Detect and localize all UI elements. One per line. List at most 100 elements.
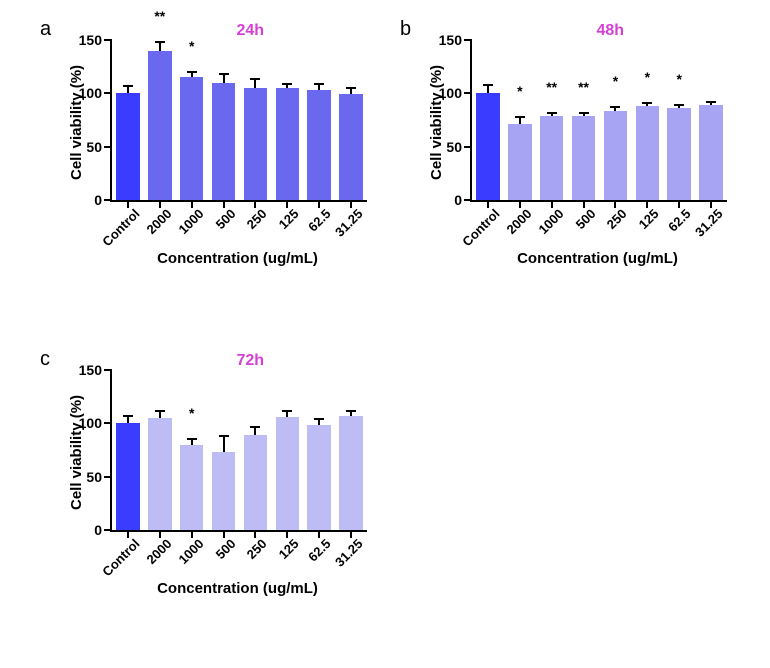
xtick-label: Control xyxy=(99,536,142,579)
bar-a-4 xyxy=(244,88,268,200)
ytick xyxy=(464,92,472,94)
ytick xyxy=(104,476,112,478)
xtick xyxy=(710,200,712,208)
bar-c-3 xyxy=(212,452,236,530)
xtick-label: 2000 xyxy=(143,206,174,237)
panel-label-c: c xyxy=(40,348,50,371)
xtick-label: 500 xyxy=(572,206,598,232)
xtick-label: 1000 xyxy=(175,206,206,237)
error-cap xyxy=(250,426,260,428)
xtick xyxy=(286,530,288,538)
xtick xyxy=(223,200,225,208)
xtick xyxy=(519,200,521,208)
bar-b-3 xyxy=(572,116,596,200)
y-axis-label: Cell viability (%) xyxy=(68,65,85,180)
xtick-label: 2000 xyxy=(143,536,174,567)
plot-area-b: 050100150Control*2000**1000**500*250*125… xyxy=(470,40,727,202)
ytick-label: 0 xyxy=(454,192,462,208)
error-cap xyxy=(282,83,292,85)
bar-a-3 xyxy=(212,83,236,200)
xtick-label: 250 xyxy=(244,536,270,562)
xtick-label: 125 xyxy=(636,206,662,232)
bar-b-1 xyxy=(508,124,532,200)
x-axis-label: Concentration (ug/mL) xyxy=(157,580,318,597)
xtick xyxy=(191,200,193,208)
xtick xyxy=(254,530,256,538)
bar-b-7 xyxy=(699,105,723,200)
ytick xyxy=(464,39,472,41)
bar-c-1 xyxy=(148,418,172,530)
xtick-label: 2000 xyxy=(503,206,534,237)
timepoint-c: 72h xyxy=(236,352,264,370)
error-cap xyxy=(282,410,292,412)
error-bar xyxy=(223,74,225,83)
bar-b-5 xyxy=(636,106,660,200)
xtick xyxy=(614,200,616,208)
error-cap xyxy=(155,410,165,412)
significance-marker: ** xyxy=(578,79,589,95)
xtick-label: 31.25 xyxy=(332,536,366,570)
xtick xyxy=(646,200,648,208)
xtick xyxy=(191,530,193,538)
xtick xyxy=(350,530,352,538)
ytick xyxy=(104,422,112,424)
xtick xyxy=(159,530,161,538)
xtick-label: 250 xyxy=(244,206,270,232)
error-cap xyxy=(642,102,652,104)
error-cap xyxy=(314,418,324,420)
xtick-label: 62.5 xyxy=(665,206,694,235)
bar-b-0 xyxy=(476,93,500,200)
ytick xyxy=(464,146,472,148)
xtick xyxy=(350,200,352,208)
xtick xyxy=(286,200,288,208)
xtick xyxy=(678,200,680,208)
error-cap xyxy=(483,84,493,86)
xtick-label: Control xyxy=(459,206,502,249)
bar-c-7 xyxy=(339,416,363,530)
xtick-label: 62.5 xyxy=(305,206,334,235)
error-cap xyxy=(674,104,684,106)
xtick xyxy=(583,200,585,208)
panel-a: a 24h050100150Control**2000*1000500250125… xyxy=(40,10,390,280)
panel-label-b: b xyxy=(400,18,411,41)
bar-a-7 xyxy=(339,94,363,200)
error-bar xyxy=(519,117,521,124)
error-cap xyxy=(706,101,716,103)
xtick-label: 1000 xyxy=(535,206,566,237)
ytick-label: 50 xyxy=(446,139,462,155)
bar-b-6 xyxy=(667,108,691,200)
xtick xyxy=(127,200,129,208)
xtick xyxy=(159,200,161,208)
error-cap xyxy=(579,112,589,114)
bar-a-5 xyxy=(276,88,300,200)
y-axis-label: Cell viability (%) xyxy=(428,65,445,180)
xtick-label: 250 xyxy=(604,206,630,232)
xtick-label: 125 xyxy=(276,206,302,232)
ytick xyxy=(104,92,112,94)
ytick-label: 50 xyxy=(86,469,102,485)
error-cap xyxy=(346,87,356,89)
bar-a-2 xyxy=(180,77,204,200)
panel-label-a: a xyxy=(40,18,51,41)
xtick xyxy=(318,200,320,208)
panel-c: c72h050100150Control2000*100050025012562… xyxy=(40,340,390,610)
error-cap xyxy=(123,415,133,417)
bar-b-2 xyxy=(540,116,564,200)
ytick-label: 50 xyxy=(86,139,102,155)
error-cap xyxy=(547,112,557,114)
ytick-label: 0 xyxy=(94,522,102,538)
error-bar xyxy=(254,427,256,436)
timepoint-a: 24h xyxy=(236,22,264,40)
bar-c-2 xyxy=(180,445,204,530)
xtick-label: 500 xyxy=(212,206,238,232)
significance-marker: ** xyxy=(546,79,557,95)
timepoint-b: 48h xyxy=(596,22,624,40)
error-cap xyxy=(219,73,229,75)
xtick-label: Control xyxy=(99,206,142,249)
plot-area-a: 050100150Control**2000*100050025012562.5… xyxy=(110,40,367,202)
ytick xyxy=(464,199,472,201)
error-cap xyxy=(155,41,165,43)
error-bar xyxy=(127,86,129,93)
xtick-label: 31.25 xyxy=(332,206,366,240)
xtick-label: 125 xyxy=(276,536,302,562)
